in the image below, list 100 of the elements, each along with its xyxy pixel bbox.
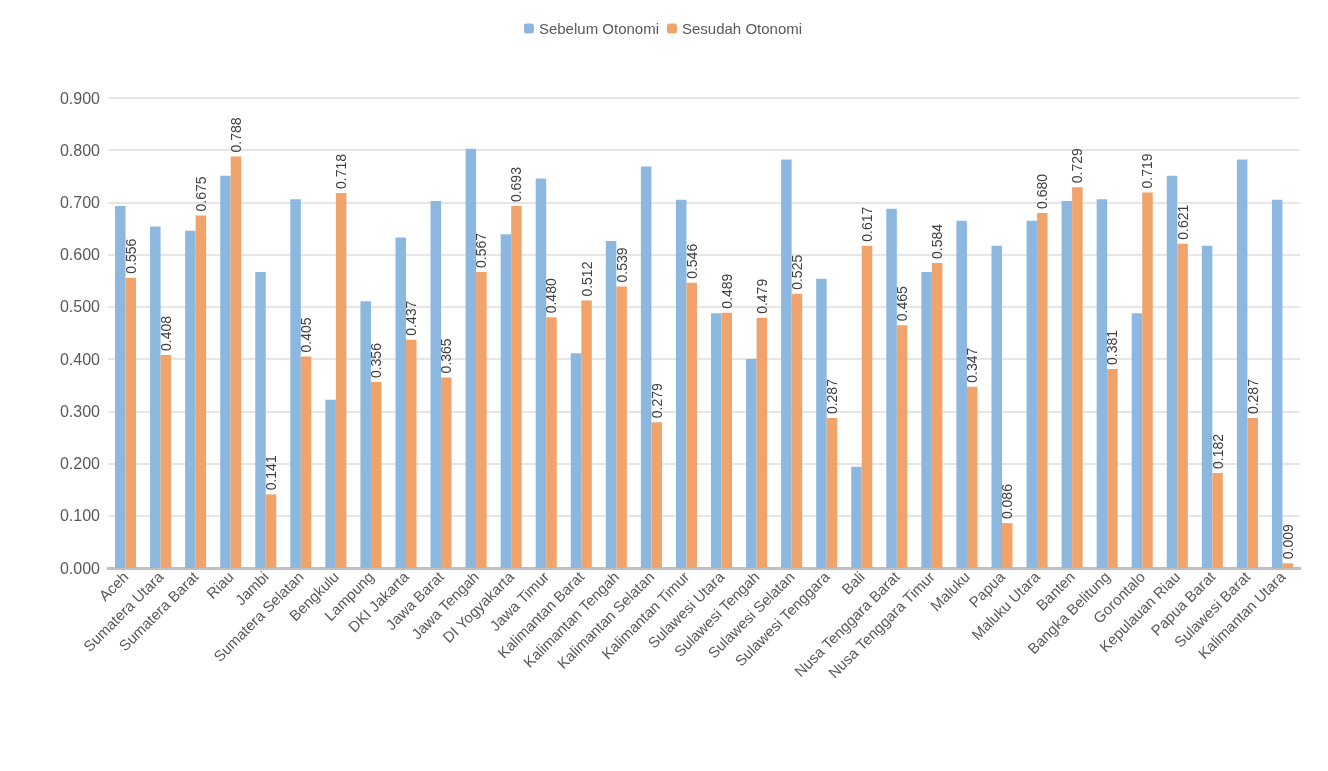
bar xyxy=(430,200,442,568)
bar xyxy=(1177,243,1188,568)
bar xyxy=(395,237,406,568)
data-label: 0.086 xyxy=(999,483,1016,520)
data-label: 0.381 xyxy=(1104,329,1121,366)
bar xyxy=(1212,472,1223,568)
data-label: 0.480 xyxy=(543,278,560,314)
bar xyxy=(360,301,371,568)
bar xyxy=(791,293,803,568)
data-label: 0.719 xyxy=(1139,153,1156,189)
data-label: 0.437 xyxy=(403,300,420,336)
data-label: 0.465 xyxy=(894,285,911,322)
bar xyxy=(115,206,126,568)
bar xyxy=(956,220,967,568)
data-label: 0.279 xyxy=(648,383,665,419)
data-label: 0.539 xyxy=(613,247,630,283)
data-label: 0.141 xyxy=(263,455,280,491)
legend-label: Sebelum Otonomi xyxy=(538,20,659,37)
bar xyxy=(816,278,827,568)
bar xyxy=(605,241,617,568)
bar xyxy=(500,234,512,568)
bar xyxy=(476,271,487,568)
data-label: 0.693 xyxy=(508,166,525,203)
bar xyxy=(1131,313,1143,568)
bar xyxy=(721,312,733,568)
bar xyxy=(1096,199,1108,568)
data-label: 0.621 xyxy=(1174,204,1191,240)
bar xyxy=(781,159,792,568)
y-tick-label: 0.500 xyxy=(59,298,101,316)
data-label: 0.718 xyxy=(333,153,350,190)
bar xyxy=(546,317,557,568)
data-label: 0.525 xyxy=(788,254,805,290)
bar xyxy=(896,325,908,568)
bar xyxy=(1002,523,1013,568)
bar xyxy=(570,353,582,568)
y-tick-label: 0.700 xyxy=(59,193,101,211)
bar xyxy=(711,313,722,568)
data-label: 0.675 xyxy=(192,176,209,212)
data-label: 0.347 xyxy=(964,347,981,383)
bar xyxy=(1072,187,1083,568)
y-tick-label: 0.400 xyxy=(59,350,101,368)
bar xyxy=(465,148,477,568)
bar xyxy=(406,339,417,568)
bar xyxy=(886,208,897,568)
bar xyxy=(195,215,207,568)
bar xyxy=(1026,220,1038,568)
data-label: 0.788 xyxy=(227,117,244,153)
bar xyxy=(325,399,336,568)
bar xyxy=(220,175,231,568)
bar xyxy=(185,230,196,568)
data-label: 0.479 xyxy=(753,278,770,314)
bar xyxy=(675,199,687,568)
data-label: 0.356 xyxy=(368,342,385,379)
y-tick-label: 0.600 xyxy=(59,246,101,264)
data-label: 0.405 xyxy=(298,317,315,353)
bar xyxy=(851,466,862,568)
x-tick-label: Bali xyxy=(838,567,868,598)
bar xyxy=(1247,418,1258,568)
bar xyxy=(255,271,266,568)
bar xyxy=(1107,369,1118,568)
bar xyxy=(1142,192,1153,568)
bar xyxy=(1037,212,1048,568)
data-label: 0.182 xyxy=(1209,433,1226,469)
bar xyxy=(1061,200,1073,568)
y-tick-label: 0.200 xyxy=(59,455,101,473)
bar xyxy=(265,494,277,568)
data-label: 0.287 xyxy=(1244,378,1261,415)
data-label: 0.729 xyxy=(1069,148,1086,184)
data-label: 0.489 xyxy=(718,273,735,309)
y-tick-label: 0.300 xyxy=(59,402,101,420)
data-label: 0.567 xyxy=(473,232,490,268)
data-label: 0.365 xyxy=(438,338,455,374)
bar xyxy=(441,377,452,568)
bar xyxy=(335,193,347,568)
bar xyxy=(966,386,978,568)
y-tick-label: 0.900 xyxy=(59,89,101,107)
bar xyxy=(581,300,592,568)
bar xyxy=(756,317,768,568)
bar xyxy=(861,245,873,568)
bar xyxy=(511,206,522,568)
bar xyxy=(651,422,662,568)
data-label: 0.584 xyxy=(929,223,946,260)
bar xyxy=(1271,199,1283,568)
bar xyxy=(616,286,627,568)
y-tick-label: 0.000 xyxy=(59,559,101,577)
y-tick-label: 0.800 xyxy=(59,141,101,159)
bar xyxy=(1201,245,1213,568)
data-label: 0.408 xyxy=(157,315,174,351)
data-label: 0.512 xyxy=(578,261,595,297)
bar xyxy=(991,245,1002,568)
bar xyxy=(160,354,172,568)
legend-label: Sesudah Otonomi xyxy=(681,20,803,37)
bar xyxy=(1166,175,1178,568)
bar xyxy=(230,156,242,568)
bar xyxy=(921,271,932,568)
bar xyxy=(746,359,757,568)
bar xyxy=(150,226,161,568)
y-tick-label: 0.100 xyxy=(59,507,101,525)
bar xyxy=(1282,563,1293,568)
bar xyxy=(125,277,137,568)
